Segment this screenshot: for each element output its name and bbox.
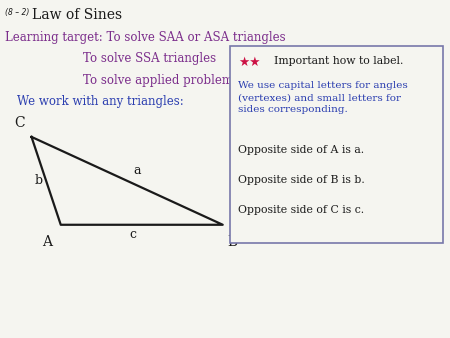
Text: Important how to label.: Important how to label.	[274, 56, 404, 66]
Text: A: A	[42, 235, 52, 249]
Text: Opposite side of A is a.: Opposite side of A is a.	[238, 145, 364, 155]
Text: We use capital letters for angles
(vertexes) and small letters for
sides corresp: We use capital letters for angles (verte…	[238, 81, 408, 115]
Text: C: C	[14, 116, 25, 130]
Text: To solve applied problems: To solve applied problems	[83, 74, 239, 87]
Text: (8 – 2): (8 – 2)	[5, 8, 30, 18]
Text: b: b	[34, 174, 42, 187]
Text: Learning target: To solve SAA or ASA triangles: Learning target: To solve SAA or ASA tri…	[5, 31, 286, 44]
Text: ★★: ★★	[238, 56, 261, 69]
Text: c: c	[129, 228, 136, 241]
Text: Opposite side of B is b.: Opposite side of B is b.	[238, 175, 365, 185]
FancyBboxPatch shape	[230, 46, 443, 243]
Text: To solve SSA triangles: To solve SSA triangles	[83, 52, 216, 65]
Text: B: B	[227, 235, 238, 249]
Text: Law of Sines: Law of Sines	[32, 8, 122, 22]
Text: Opposite side of C is c.: Opposite side of C is c.	[238, 205, 364, 215]
Text: a: a	[134, 164, 141, 177]
Text: We work with any triangles:: We work with any triangles:	[17, 95, 184, 108]
